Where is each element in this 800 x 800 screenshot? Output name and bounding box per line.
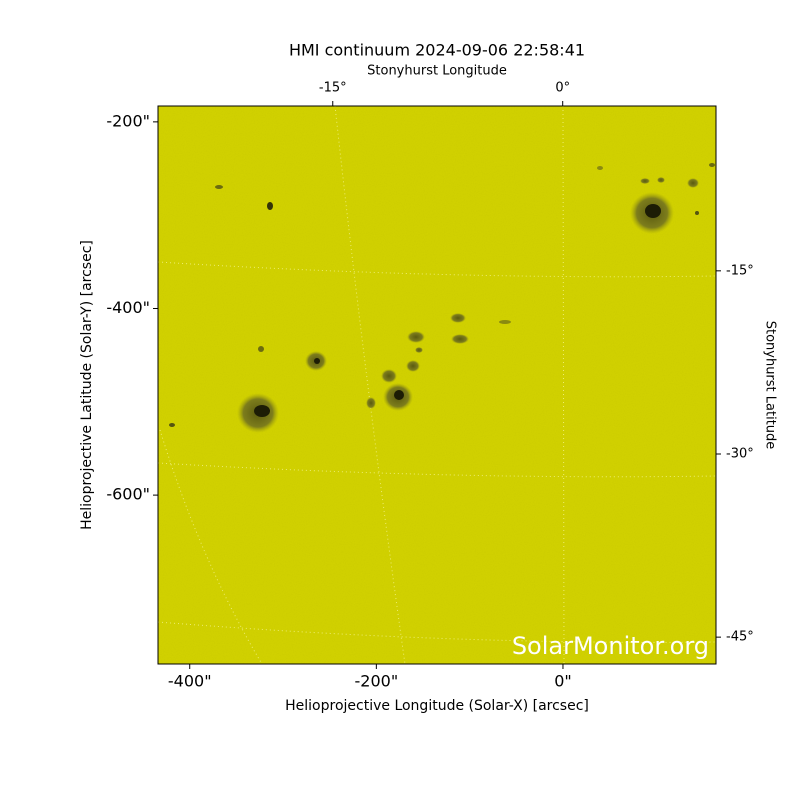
plot-area: SolarMonitor.org (158, 106, 716, 664)
top-tick-label: -15° (319, 81, 347, 96)
y-tick-label: -400" (106, 298, 150, 317)
chart-title: HMI continuum 2024-09-06 22:58:41 (289, 41, 585, 60)
y-tick-label: -600" (106, 485, 150, 504)
watermark: SolarMonitor.org (512, 632, 709, 660)
right-tick-label: -15° (726, 263, 754, 278)
right-tick-label: -45° (726, 630, 754, 645)
x-axis-label: Helioprojective Longitude (Solar-X) [arc… (285, 698, 589, 714)
y-tick-label: -200" (106, 111, 150, 130)
coordinate-grid (158, 106, 716, 664)
image-texture (158, 106, 716, 664)
plot-frame (157, 105, 717, 665)
top-axis-label: Stonyhurst Longitude (367, 64, 507, 79)
x-tick-label: -200" (355, 672, 399, 691)
y-axis-label: Helioprojective Latitude (Solar-Y) [arcs… (79, 240, 95, 530)
right-tick-label: -30° (726, 446, 754, 461)
sunspots (169, 163, 715, 433)
top-tick-label: 0° (555, 81, 570, 96)
right-axis-label: Stonyhurst Latitude (763, 321, 778, 450)
x-tick-label: -400" (168, 672, 212, 691)
x-tick-label: 0" (554, 672, 572, 691)
